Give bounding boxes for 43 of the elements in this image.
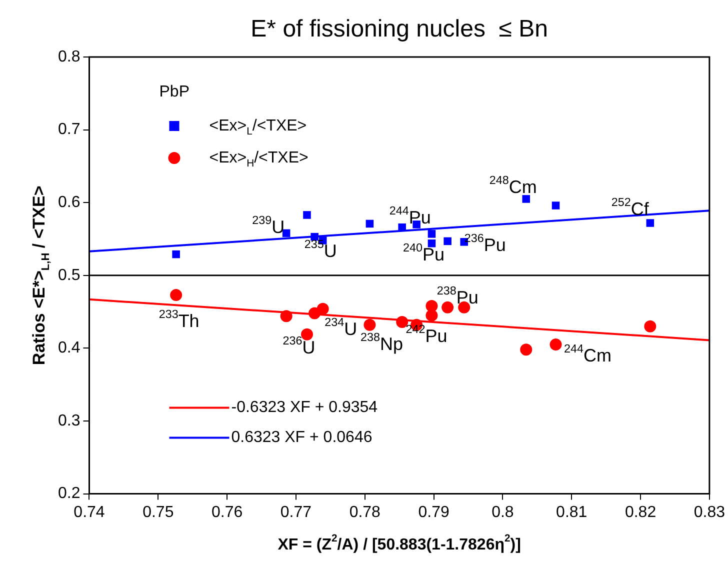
y-tick-label: 0.7 [58,121,80,138]
y-axis-title: Ratios <E*>L,H / <TXE> [30,186,52,366]
point [428,239,436,248]
x-tick-label: 0.77 [280,504,312,521]
x-tick-label: 0.76 [211,504,243,521]
point [550,338,562,351]
point [172,250,180,258]
x-tick-label: 0.83 [694,504,726,521]
point [303,211,311,219]
x-tick-label: 0.78 [349,504,381,521]
point [280,310,292,322]
point [366,220,374,228]
point [398,223,406,232]
y-tick-label: 0.8 [58,48,80,66]
point [444,237,452,246]
x-tick-label: 0.75 [142,504,174,521]
point [522,195,530,203]
x-tick-label: 0.82 [624,504,656,521]
point [300,328,313,340]
point [646,219,654,227]
x-tick-label: 0.8 [492,504,514,521]
point [428,230,436,238]
point [316,302,329,315]
point [520,344,532,356]
point [170,289,182,302]
point [282,229,290,238]
point [426,309,438,322]
legend-label: -0.6323 XF + 0.9354 [231,399,378,416]
legend-title: PbP [159,83,190,100]
point [552,202,560,210]
x-tick-label: 0.74 [74,504,105,521]
point [364,318,376,331]
y-tick-label: 0.4 [58,340,80,357]
legend-label: 0.6323 XF + 0.0646 [231,429,372,446]
y-tick-label: 0.6 [58,194,80,212]
y-tick-label: 0.3 [58,412,80,430]
point [442,301,454,314]
y-tick-label: 0.5 [58,266,80,284]
chart-title: E* of fissioning nucles ≤ Bn [250,16,548,43]
y-tick-label: 0.2 [58,485,80,502]
point [644,320,656,332]
x-tick-label: 0.81 [556,504,588,521]
x-tick-label: 0.79 [418,504,450,521]
